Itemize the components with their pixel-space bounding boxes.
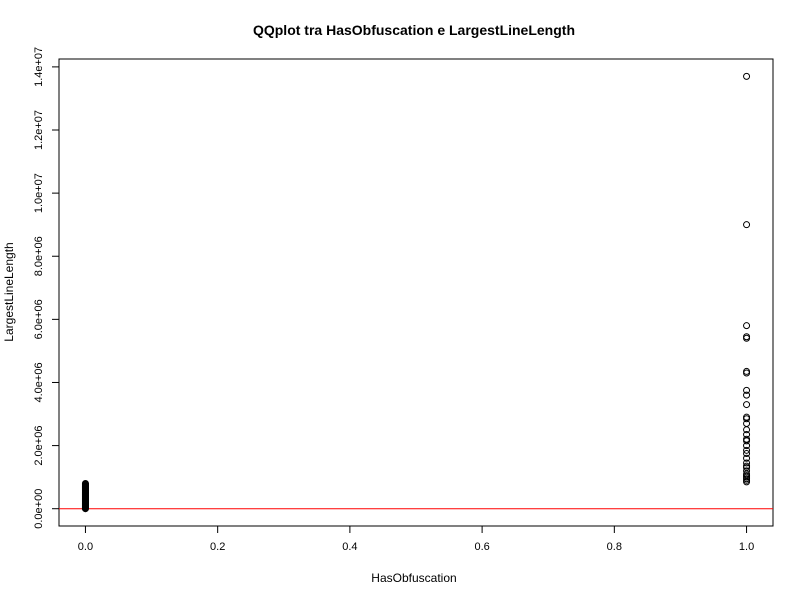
data-point — [743, 454, 751, 462]
data-point — [743, 334, 751, 342]
y-tick-label: 1.2e+07 — [33, 110, 45, 150]
data-point — [743, 446, 751, 454]
x-tick-label: 0.4 — [342, 541, 357, 553]
x-axis: 0.0 0.2 0.4 0.6 0.8 1.0 — [78, 526, 754, 553]
data-point — [743, 478, 751, 486]
x-tick-label: 0.8 — [607, 541, 622, 553]
x-axis-label: HasObfuscation — [371, 571, 456, 585]
data-point — [743, 72, 751, 80]
plot-frame — [58, 58, 774, 527]
chart-title: QQplot tra HasObfuscation e LargestLineL… — [253, 22, 575, 38]
data-point — [743, 449, 751, 457]
data-point — [743, 437, 751, 445]
data-point — [743, 459, 751, 467]
y-tick-label: 2.0e+06 — [33, 426, 45, 466]
y-tick-label: 1.4e+07 — [33, 47, 45, 87]
data-points — [81, 72, 751, 513]
data-point — [743, 221, 751, 229]
y-tick-label: 0.0e+00 — [33, 489, 45, 529]
y-tick-label: 8.0e+06 — [33, 236, 45, 276]
data-point — [743, 415, 751, 423]
data-point — [743, 369, 751, 377]
x-tick-label: 0.6 — [474, 541, 489, 553]
y-tick-label: 4.0e+06 — [33, 362, 45, 402]
x-tick-label: 0.0 — [78, 541, 93, 553]
data-point — [743, 391, 751, 399]
data-point — [743, 401, 751, 409]
x-tick-label: 0.2 — [210, 541, 225, 553]
y-tick-label: 6.0e+06 — [33, 299, 45, 339]
data-point — [743, 442, 751, 450]
x-tick-label: 1.0 — [739, 541, 754, 553]
y-axis-label: LargestLineLength — [2, 242, 16, 341]
data-point — [743, 386, 751, 394]
data-point — [743, 322, 751, 330]
data-point — [743, 426, 751, 434]
data-point — [81, 479, 89, 487]
y-axis: 0.0e+00 2.0e+06 4.0e+06 6.0e+06 8.0e+06 1.0e+… — [33, 47, 59, 529]
y-tick-label: 1.0e+07 — [33, 173, 45, 213]
